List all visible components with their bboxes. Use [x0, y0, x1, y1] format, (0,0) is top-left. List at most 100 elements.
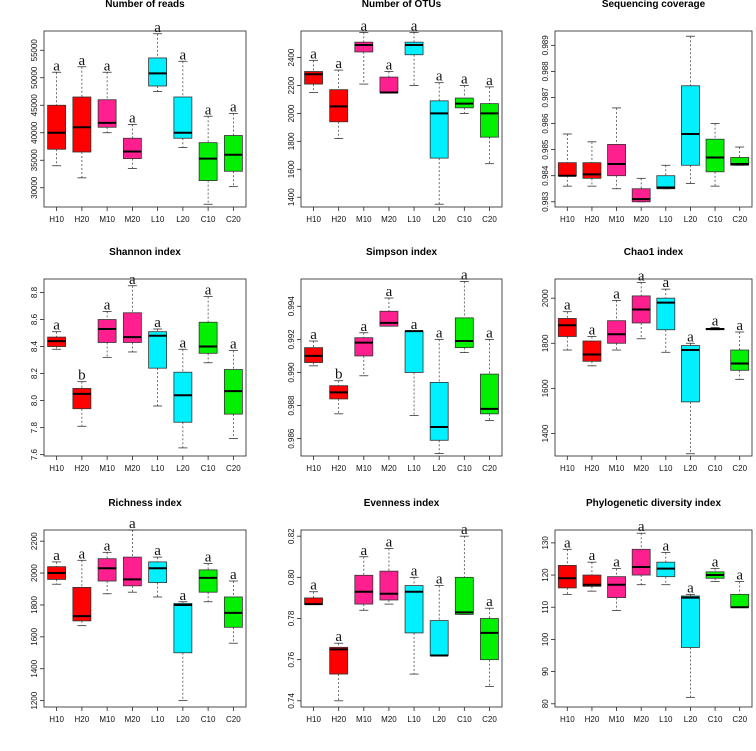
significance-letter: a: [461, 522, 468, 538]
y-tick-label: 0.989: [541, 35, 550, 56]
y-tick-label: 90: [541, 667, 550, 676]
y-tick-label: 0.988: [541, 61, 550, 82]
box-l10: a: [148, 315, 168, 407]
y-tick-label: 2200: [287, 76, 296, 94]
x-tick-label: M10: [99, 715, 115, 724]
box-c10: [705, 123, 725, 187]
box-m10: a: [97, 538, 117, 595]
x-tick-label: L10: [151, 215, 165, 224]
iqr-box: [404, 330, 424, 373]
significance-letter: a: [687, 329, 694, 345]
y-tick-label: 0.983: [541, 191, 550, 212]
iqr-box: [122, 312, 142, 343]
x-tick-label: M10: [609, 464, 625, 473]
x-tick-label: H10: [560, 464, 575, 473]
plot-frame: [43, 278, 247, 457]
iqr-box: [148, 331, 168, 369]
significance-letter: a: [564, 298, 571, 314]
y-tick-label: 0.76: [287, 651, 296, 667]
box-h10: a: [304, 327, 323, 367]
y-tick-label: 50000: [30, 66, 39, 89]
y-tick-label: 8.4: [30, 340, 39, 352]
x-tick-label: M10: [99, 464, 115, 473]
x-tick-label: H10: [49, 464, 64, 473]
iqr-box: [480, 103, 499, 138]
x-tick-label: M20: [125, 215, 141, 224]
significance-letter: a: [205, 283, 212, 299]
y-tick-label: 0.987: [541, 87, 550, 108]
box-c20: [730, 146, 750, 166]
box-c10: a: [198, 102, 218, 205]
significance-letter: a: [104, 58, 111, 74]
x-tick-label: M10: [99, 215, 115, 224]
y-tick-label: 8.0: [30, 394, 39, 406]
panel-5: Simpson index 0.986 0.988 0.990 0.992 0.994 H1…: [287, 247, 503, 473]
x-tick-label: C20: [482, 715, 497, 724]
iqr-box: [582, 574, 602, 587]
iqr-box: [730, 593, 750, 608]
panel-title: Richness index: [108, 498, 182, 509]
box-c10: a: [705, 313, 725, 331]
significance-letter: a: [360, 543, 367, 559]
x-tick-label: L20: [433, 215, 447, 224]
y-tick-label: 0.990: [287, 362, 296, 383]
significance-letter: a: [230, 337, 237, 353]
significance-letter: a: [436, 69, 443, 85]
iqr-box: [97, 558, 117, 582]
x-tick-label: M20: [381, 215, 397, 224]
significance-letter: a: [564, 535, 571, 551]
iqr-box: [429, 620, 449, 656]
iqr-box: [607, 320, 626, 344]
x-tick-label: C20: [482, 215, 497, 224]
iqr-box: [223, 135, 243, 172]
x-tick-label: M10: [609, 715, 625, 724]
y-tick-label: 0.74: [287, 692, 296, 708]
box-c20: a: [730, 318, 750, 380]
significance-letter: a: [310, 327, 317, 343]
box-h10: a: [304, 46, 323, 93]
y-tick-label: 0.985: [541, 139, 550, 160]
y-tick-label: 45000: [30, 94, 39, 117]
iqr-box: [173, 371, 193, 423]
box-c10: a: [454, 267, 474, 354]
box-l20: a: [681, 580, 700, 698]
x-tick-label: H20: [75, 464, 90, 473]
plot-frame: [554, 278, 753, 457]
y-tick-label: 0.994: [287, 296, 296, 317]
y-tick-label: 0.988: [287, 395, 296, 416]
panel-8: Evenness index 0.74 0.76 0.78 0.80 0.82 H10 H20…: [287, 498, 503, 724]
box-l20: a: [429, 69, 449, 205]
x-tick-label: L20: [176, 715, 190, 724]
significance-letter: a: [180, 588, 187, 604]
x-tick-label: H20: [75, 215, 90, 224]
iqr-box: [148, 561, 168, 584]
x-tick-label: M20: [125, 715, 141, 724]
iqr-box: [557, 162, 577, 177]
box-l10: a: [404, 563, 424, 675]
x-tick-label: C10: [457, 215, 472, 224]
box-h20: a: [329, 629, 349, 702]
iqr-box: [173, 602, 193, 654]
y-tick-label: 2000: [30, 564, 39, 582]
x-tick-label: H20: [75, 715, 90, 724]
significance-letter: a: [589, 322, 596, 338]
y-tick-label: 7.8: [30, 422, 39, 434]
x-tick-label: M20: [381, 715, 397, 724]
box-l20: a: [173, 335, 193, 449]
y-tick-label: 130: [541, 536, 550, 550]
box-m20: a: [122, 272, 142, 353]
iqr-box: [379, 310, 399, 327]
panel-4: Shannon index 7.6 7.8 8.0 8.2 8.4 8.6 8.8 H10 H20…: [30, 247, 247, 473]
y-tick-label: 80: [541, 699, 550, 708]
x-tick-label: M20: [125, 464, 141, 473]
box-m20: a: [122, 516, 142, 593]
iqr-box: [122, 556, 142, 587]
box-h20: [582, 141, 602, 187]
box-l10: a: [148, 543, 168, 598]
significance-letter: a: [104, 538, 111, 554]
box-c20: a: [223, 100, 243, 188]
x-tick-label: C20: [732, 715, 747, 724]
plot-frame: [554, 529, 753, 708]
box-l10: a: [404, 317, 424, 416]
y-tick-label: 1800: [30, 595, 39, 613]
